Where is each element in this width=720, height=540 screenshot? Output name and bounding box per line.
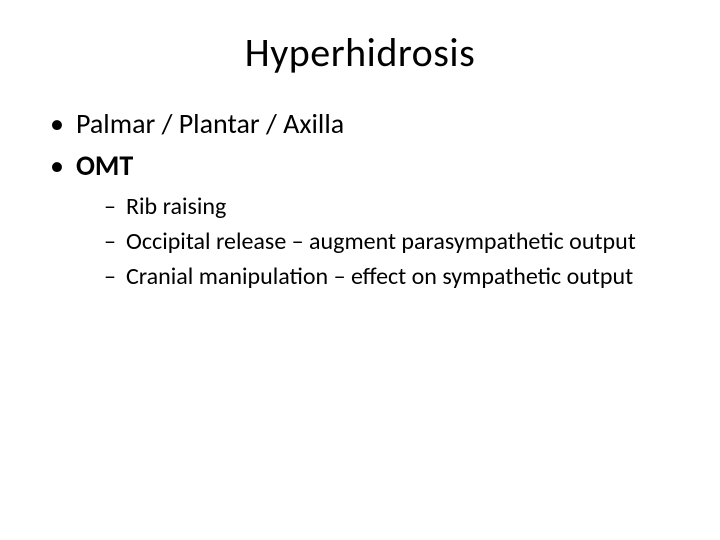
sub-bullet-item: Occipital release – augment parasympathe… <box>104 226 680 257</box>
bullet-item: OMT Rib raising Occipital release – augm… <box>50 147 680 292</box>
sub-bullet-item: Rib raising <box>104 191 680 222</box>
sub-bullet-item: Cranial manipulation – effect on sympath… <box>104 261 680 292</box>
bullet-list-level1: Palmar / Plantar / Axilla OMT Rib raisin… <box>50 105 680 292</box>
sub-bullet-text: Rib raising <box>126 192 226 221</box>
bullet-item: Palmar / Plantar / Axilla <box>50 105 680 143</box>
bullet-list-level2: Rib raising Occipital release – augment … <box>104 191 680 293</box>
sub-bullet-text: Occipital release – augment parasympathe… <box>126 227 636 256</box>
bullet-text: OMT <box>76 148 133 183</box>
slide: Hyperhidrosis Palmar / Plantar / Axilla … <box>0 0 720 540</box>
slide-title: Hyperhidrosis <box>40 28 680 77</box>
sub-bullet-text: Cranial manipulation – effect on sympath… <box>126 262 633 291</box>
bullet-text: Palmar / Plantar / Axilla <box>76 106 344 141</box>
